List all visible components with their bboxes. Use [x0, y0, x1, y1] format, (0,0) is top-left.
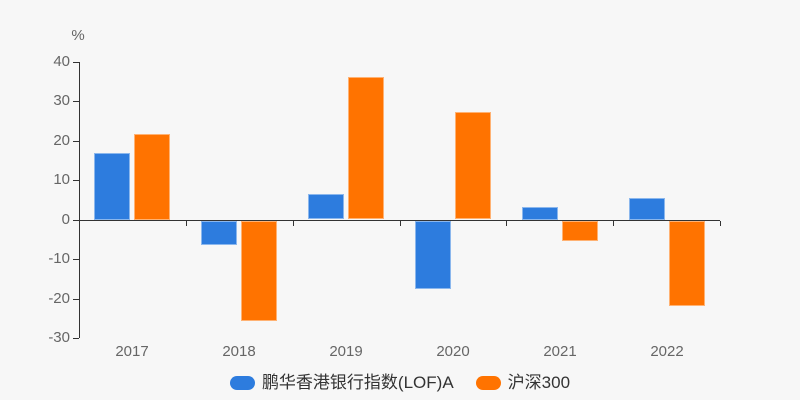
legend-item-1[interactable]: 沪深300: [475, 373, 571, 392]
legend-marker-1: [475, 376, 501, 390]
x-axis-line: [79, 220, 720, 221]
bar-s0-2021: [522, 207, 558, 220]
x-axis-label-2022: 2022: [650, 343, 684, 360]
y-tick-mark--10: [73, 259, 79, 260]
x-tick-mark-5: [613, 221, 614, 226]
bar-s0-2017: [94, 153, 130, 220]
bar-s0-2019: [308, 194, 344, 219]
x-axis-label-2018: 2018: [222, 343, 256, 360]
y-tick-mark-10: [73, 180, 79, 181]
y-tick-label--30: -30: [48, 329, 70, 346]
x-tick-mark-0: [79, 221, 80, 226]
y-axis-line: [79, 62, 80, 338]
y-tick-mark--30: [73, 338, 79, 339]
y-tick-label--20: -20: [48, 290, 70, 307]
legend-label-0: 鹏华香港银行指数(LOF)A: [261, 373, 454, 392]
y-tick-label-0: 0: [61, 211, 70, 228]
bar-s0-2018: [201, 221, 237, 245]
legend-item-0[interactable]: 鹏华香港银行指数(LOF)A: [229, 373, 454, 392]
y-tick-label-40: 40: [53, 53, 70, 70]
x-tick-mark-4: [506, 221, 507, 226]
y-tick-mark--20: [73, 299, 79, 300]
legend-marker-0: [229, 376, 255, 390]
bar-s0-2020: [415, 221, 451, 289]
x-tick-mark-1: [186, 221, 187, 226]
x-axis-label-2019: 2019: [329, 343, 363, 360]
legend-label-1: 沪深300: [507, 373, 571, 392]
bar-s1-2022: [669, 221, 705, 306]
y-tick-label-10: 10: [53, 171, 70, 188]
bar-s1-2020: [455, 112, 491, 219]
legend: 鹏华香港银行指数(LOF)A 沪深300: [0, 374, 800, 392]
x-tick-mark-6: [720, 221, 721, 226]
y-tick-mark-20: [73, 141, 79, 142]
bar-s1-2019: [348, 77, 384, 219]
x-tick-mark-3: [400, 221, 401, 226]
x-axis-label-2021: 2021: [543, 343, 577, 360]
bar-s1-2018: [241, 221, 277, 321]
bar-s0-2022: [629, 198, 665, 220]
y-tick-label-20: 20: [53, 132, 70, 149]
y-tick-mark-0: [73, 220, 79, 221]
y-axis-unit-label: %: [71, 27, 85, 44]
x-axis-label-2017: 2017: [115, 343, 149, 360]
bar-s1-2021: [562, 221, 598, 241]
y-tick-label-30: 30: [53, 92, 70, 109]
y-tick-mark-30: [73, 101, 79, 102]
bar-s1-2017: [134, 134, 170, 220]
y-tick-mark-40: [73, 62, 79, 63]
y-tick-label--10: -10: [48, 250, 70, 267]
x-axis-label-2020: 2020: [436, 343, 470, 360]
x-tick-mark-2: [293, 221, 294, 226]
